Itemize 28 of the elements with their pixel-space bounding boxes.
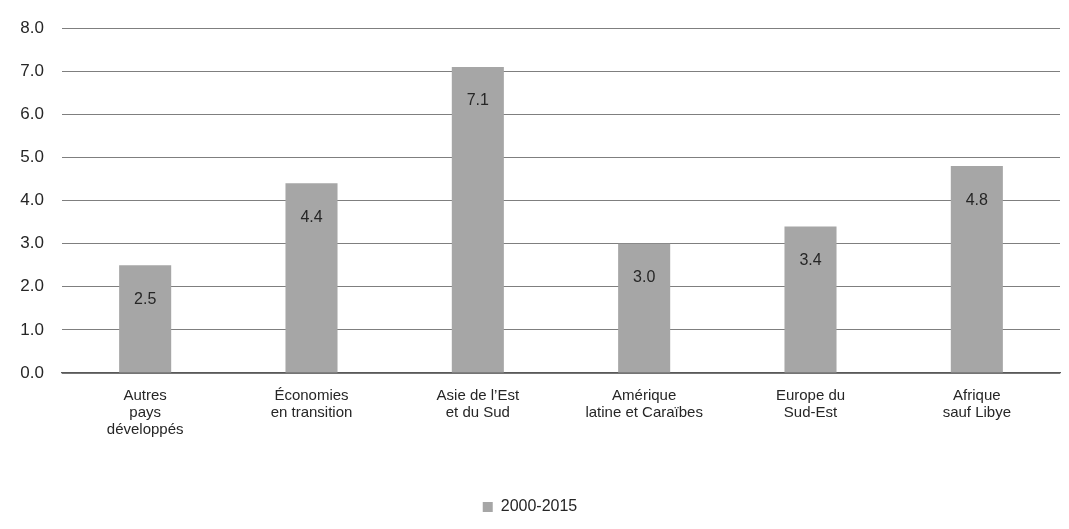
bar bbox=[119, 265, 172, 373]
x-tick-label: Autres pays développés bbox=[106, 385, 184, 438]
y-tick-label: 3.0 bbox=[20, 233, 44, 253]
legend-label: 2000-2015 bbox=[500, 497, 578, 515]
y-tick-label: 8.0 bbox=[20, 17, 44, 37]
y-tick-label: 2.0 bbox=[20, 276, 44, 296]
bar bbox=[784, 226, 837, 373]
x-tick-label: Asie de l’Est et du Sud bbox=[436, 385, 520, 421]
y-tick-label: 7.0 bbox=[20, 60, 44, 80]
y-tick-label: 4.0 bbox=[20, 190, 44, 210]
x-tick-label: Afrique sauf Libye bbox=[942, 385, 1012, 421]
bar bbox=[451, 66, 504, 373]
y-tick-label: 0.0 bbox=[20, 362, 44, 382]
data-label: 4.4 bbox=[300, 207, 323, 225]
x-tick-label: Europe du Sud-Est bbox=[775, 385, 846, 421]
bar bbox=[618, 243, 671, 373]
x-tick-label: Amérique latine et Caraïbes bbox=[585, 385, 703, 421]
y-tick-label: 1.0 bbox=[20, 319, 44, 339]
data-label: 7.1 bbox=[466, 91, 490, 109]
y-tick-label: 6.0 bbox=[20, 104, 44, 124]
bar bbox=[285, 183, 338, 373]
data-label: 4.8 bbox=[965, 190, 989, 208]
y-tick-label: 5.0 bbox=[20, 147, 44, 167]
x-tick-label: Économies en transition bbox=[270, 385, 353, 421]
data-label: 3.4 bbox=[799, 250, 822, 268]
data-label: 2.5 bbox=[134, 289, 157, 307]
data-label: 3.0 bbox=[633, 268, 656, 286]
bar bbox=[950, 166, 1003, 373]
